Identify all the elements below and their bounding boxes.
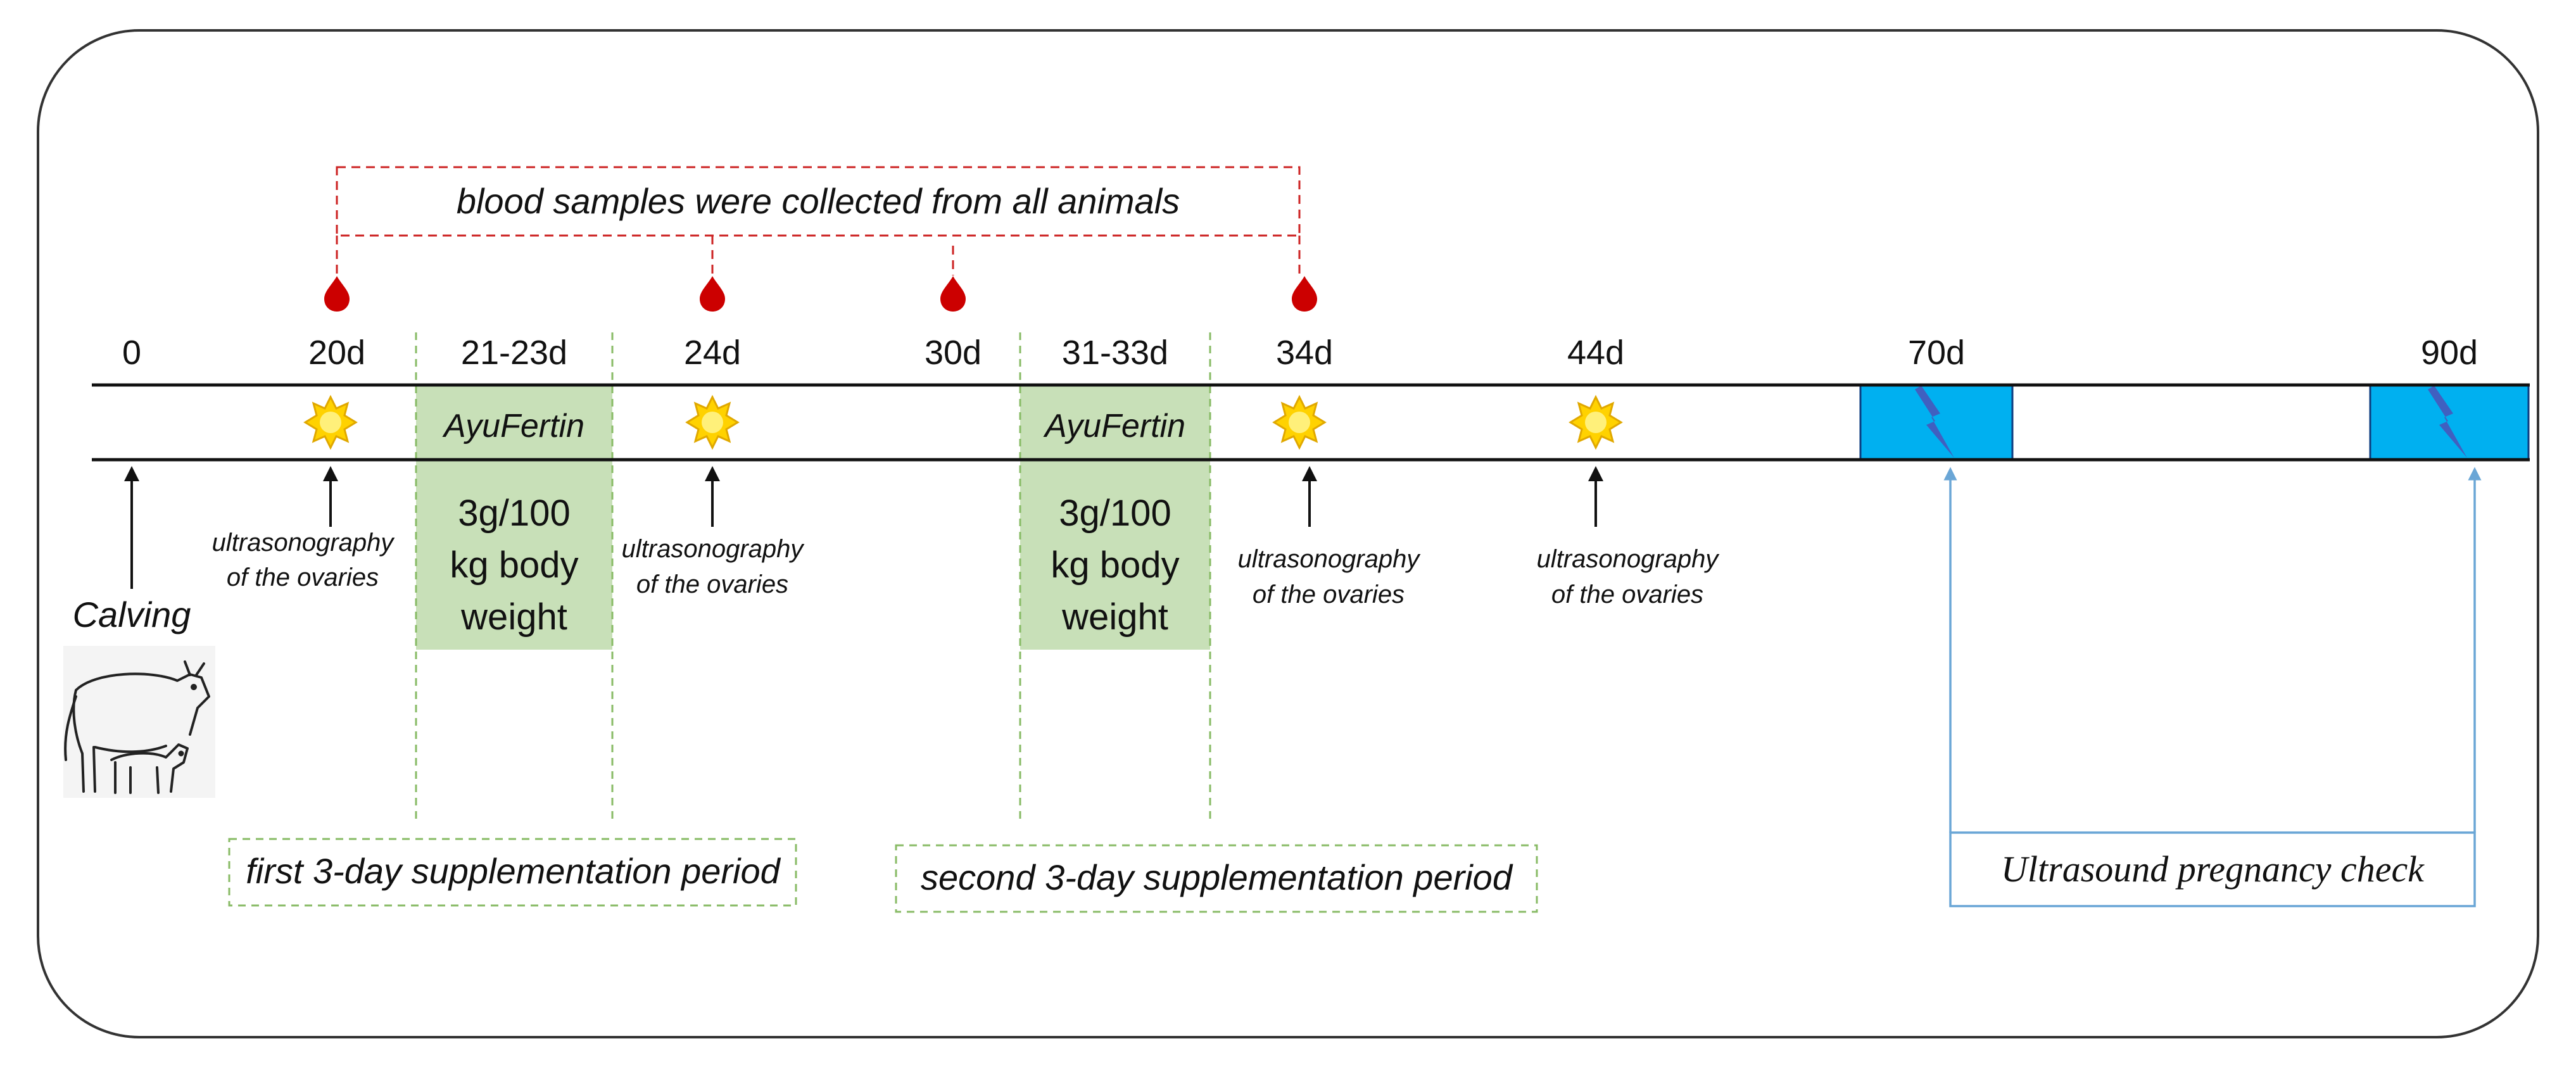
- sun-icon: [304, 396, 357, 449]
- sun-icon: [686, 396, 739, 449]
- day-label: 44d: [1567, 334, 1624, 372]
- scan-caption: ultrasonography: [1238, 545, 1422, 573]
- timeline-labels: 0 20d 21-23d 24d 30d 31-33d 34d 44d 70d …: [122, 334, 2478, 372]
- day-label: 21-23d: [461, 334, 567, 372]
- day-label: 90d: [2421, 334, 2478, 372]
- dose-line: weight: [1061, 596, 1168, 638]
- ultrasound-box-70d: [1859, 384, 2014, 461]
- pregnancy-check-box: [1949, 831, 2476, 907]
- day-label: 20d: [308, 334, 365, 372]
- supplement-name: AyuFertin: [1043, 408, 1185, 445]
- dose-line: weight: [460, 596, 567, 638]
- dose-line: kg body: [1051, 545, 1179, 586]
- ultrasound-box-90d: [2369, 384, 2530, 461]
- diagram-frame: [37, 29, 2539, 1038]
- day-label: 31-33d: [1062, 334, 1168, 372]
- supplement-name: AyuFertin: [442, 408, 584, 445]
- day-label: 34d: [1276, 334, 1333, 372]
- ovary-scan-captions: ultrasonography of the ovaries ultrasono…: [212, 529, 1720, 609]
- cow-and-calf-icon: [63, 646, 215, 798]
- scan-caption: ultrasonography: [622, 535, 805, 563]
- blood-drop-icon: [324, 276, 350, 312]
- scan-caption: ultrasonography: [1537, 545, 1720, 573]
- ovary-scan-arrows: [124, 466, 1603, 589]
- day-label: 24d: [684, 334, 741, 372]
- dose-line: kg body: [450, 545, 578, 586]
- second-period-box: [895, 844, 1538, 913]
- sun-icon: [1273, 396, 1326, 449]
- first-period-box: [228, 838, 797, 907]
- scan-caption: ultrasonography: [212, 529, 396, 557]
- supplement-guides: [415, 332, 1211, 823]
- calving-label: Calving: [73, 595, 191, 634]
- second-period-label: second 3-day supplementation period: [921, 857, 1513, 897]
- pregnancy-check-connector: [1943, 467, 2482, 834]
- sun-icon: [1569, 396, 1622, 449]
- day-label: 0: [122, 334, 141, 372]
- blood-sampling-bracket: [336, 166, 1301, 275]
- pregnancy-check-label: Ultrasound pregnancy check: [2001, 848, 2425, 890]
- supplement-box-2: [1020, 385, 1210, 650]
- blood-drop-icon: [940, 276, 966, 312]
- supplement-dose-2: 3g/100 kg body weight: [1051, 493, 1179, 638]
- supplement-box-1: [416, 385, 612, 650]
- dose-line: 3g/100: [458, 493, 570, 534]
- scan-caption: of the ovaries: [1253, 581, 1405, 609]
- supplement-dose-1: 3g/100 kg body weight: [450, 493, 578, 638]
- blood-drop-icon: [700, 276, 725, 312]
- blood-drop-icon: [1292, 276, 1317, 312]
- day-label: 30d: [925, 334, 982, 372]
- day-label: 70d: [1908, 334, 1965, 372]
- dose-line: 3g/100: [1059, 493, 1171, 534]
- first-period-label: first 3-day supplementation period: [246, 851, 781, 891]
- scan-caption: of the ovaries: [1551, 581, 1703, 609]
- scan-caption: of the ovaries: [636, 571, 788, 598]
- blood-sample-note: blood samples were collected from all an…: [457, 181, 1180, 221]
- scan-caption: of the ovaries: [227, 564, 379, 591]
